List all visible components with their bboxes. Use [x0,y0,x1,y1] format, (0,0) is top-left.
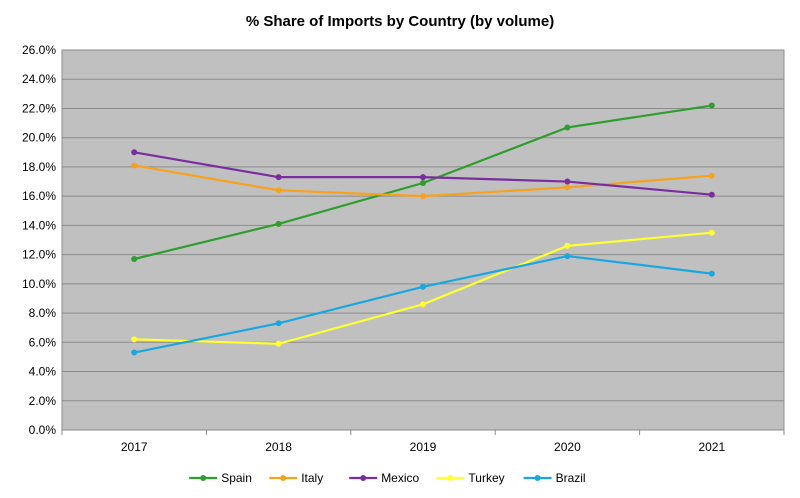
y-tick-label: 18.0% [22,160,56,174]
legend-marker [280,475,287,481]
y-tick-label: 12.0% [22,248,56,262]
data-point-spain [564,124,571,131]
legend-label: Italy [301,471,323,485]
data-point-mexico [275,174,282,181]
series-brazil [131,253,715,356]
series-turkey [131,229,715,347]
data-point-italy [131,162,138,169]
data-point-mexico [131,149,138,156]
series-italy [131,162,715,200]
legend-item-brazil: Brazil [523,471,586,485]
data-point-brazil [564,253,571,260]
data-point-spain [708,102,715,109]
data-point-mexico [420,174,426,181]
legend-item-italy: Italy [269,471,323,485]
data-point-mexico [708,191,715,198]
x-tick-label: 2020 [554,440,581,454]
x-tick-label: 2017 [121,440,148,454]
y-tick-label: 4.0% [29,365,57,379]
series-spain [131,102,715,262]
data-point-italy [564,184,571,191]
data-point-spain [131,256,138,262]
legend-marker [360,475,367,481]
data-point-mexico [564,178,571,185]
x-tick-label: 2021 [698,440,725,454]
series-mexico [131,149,715,198]
legend-item-mexico: Mexico [349,471,420,485]
plot-area [61,49,785,431]
x-axis-ticks: 2017 2018 2019 2020 2021 [61,430,785,454]
legend-marker [534,475,541,481]
data-point-italy [275,187,282,194]
chart-title: % Share of Imports by Country (by volume… [246,13,554,30]
y-tick-label: 22.0% [22,101,56,115]
data-point-turkey [131,336,138,343]
legend-label: Turkey [468,471,504,485]
y-tick-label: 20.0% [22,131,56,145]
data-point-italy [420,193,426,200]
data-point-turkey [708,229,715,236]
y-tick-label: 8.0% [29,306,57,320]
y-tick-label: 2.0% [29,394,57,408]
series-group [131,102,715,356]
legend-marker [447,475,454,481]
legend-item-spain: Spain [189,471,252,485]
data-point-italy [708,172,715,179]
y-tick-label: 14.0% [22,218,56,232]
y-tick-label: 6.0% [29,335,57,349]
y-tick-label: 24.0% [22,72,56,86]
legend-marker [200,475,207,481]
data-point-brazil [420,283,426,290]
y-tick-label: 26.0% [22,43,56,57]
data-point-spain [275,220,282,227]
y-tick-label: 10.0% [22,277,56,291]
data-point-turkey [275,340,282,347]
legend-label: Mexico [381,471,419,485]
data-point-brazil [275,320,282,327]
x-tick-label: 2019 [410,440,437,454]
data-point-turkey [564,242,571,249]
data-point-brazil [131,349,138,356]
y-tick-label: 16.0% [22,189,56,203]
x-tick-label: 2018 [265,440,292,454]
data-point-spain [420,180,426,186]
data-point-brazil [708,270,715,277]
y-axis-ticks: 0.0% 2.0% 4.0% 6.0% 8.0% 10.0% 12.0% 14.0% 16.0%… [22,43,56,437]
data-point-turkey [420,301,426,308]
legend-label: Brazil [556,471,586,485]
y-tick-label: 0.0% [29,423,57,437]
legend: Spain Italy Mexico Turkey Brazil [189,471,586,485]
legend-label: Spain [221,471,252,485]
legend-item-turkey: Turkey [436,471,505,485]
